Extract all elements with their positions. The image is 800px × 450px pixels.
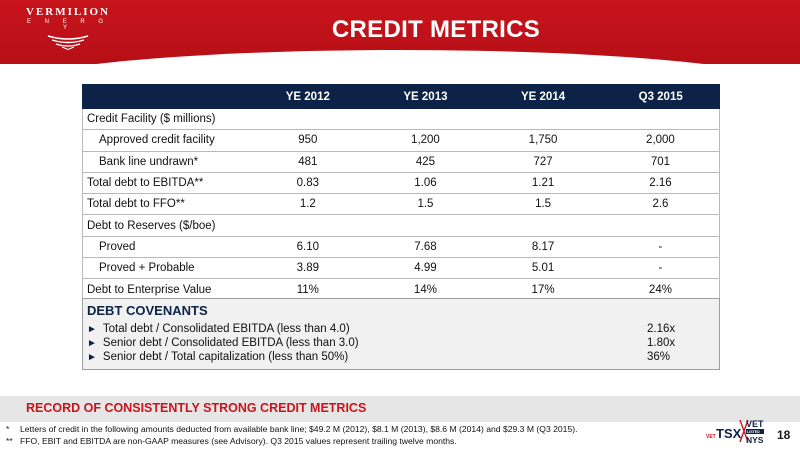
covenant-label: Senior debt / Total capitalization (less… — [102, 351, 349, 363]
column-header: Q3 2015 — [601, 84, 720, 109]
column-header — [82, 84, 250, 109]
row-label: Debt to Enterprise Value — [82, 278, 249, 301]
logo-mark-icon — [47, 35, 89, 51]
cell: 2.16 — [601, 172, 720, 195]
cell — [366, 214, 485, 237]
row-label: Bank line undrawn* — [82, 151, 249, 173]
footnote-text: FFO, EBIT and EBITDA are non-GAAP measur… — [20, 436, 457, 446]
cell — [484, 214, 602, 237]
cell: 701 — [601, 151, 720, 173]
row-label: Approved credit facility — [82, 129, 249, 152]
cell: 1.2 — [249, 193, 367, 216]
cell: 14% — [366, 278, 485, 301]
covenant-item: ► Senior debt / Consolidated EBITDA (less… — [87, 337, 707, 351]
covenant-label: Senior debt / Consolidated EBITDA (less … — [102, 337, 359, 349]
company-logo: VERMILION E N E R G Y — [22, 6, 114, 55]
cell: - — [601, 257, 720, 280]
cell: 1.21 — [484, 172, 602, 195]
cell: - — [601, 236, 720, 259]
cell: 481 — [249, 151, 367, 173]
ticker-exchange-1: TSX — [716, 426, 742, 441]
credit-metrics-table: YE 2012 YE 2013 YE 2014 Q3 2015 Credit F… — [82, 84, 720, 301]
cell: 6.10 — [249, 236, 367, 259]
cell — [601, 108, 720, 131]
cell — [601, 214, 720, 237]
cell: 4.99 — [366, 257, 485, 280]
bullet-arrow-icon: ► — [87, 352, 97, 363]
table-row: Debt to Reserves ($/boe) — [82, 214, 720, 237]
row-label: Proved + Probable — [82, 257, 249, 280]
table-row: Credit Facility ($ millions) — [82, 108, 720, 131]
cell: 950 — [249, 129, 367, 152]
cell: 1,200 — [366, 129, 485, 152]
footnote: ** FFO, EBIT and EBITDA are non-GAAP meas… — [6, 436, 457, 446]
cell — [484, 108, 602, 131]
cell: 17% — [484, 278, 602, 301]
ticker-symbol-small: VET — [706, 434, 716, 440]
summary-band — [0, 396, 800, 422]
covenant-label: Total debt / Consolidated EBITDA (less t… — [102, 323, 350, 335]
table-row: Debt to Enterprise Value 11% 14% 17% 24% — [82, 278, 720, 301]
cell: 24% — [601, 278, 720, 301]
row-label: Total debt to EBITDA** — [82, 172, 249, 195]
bullet-arrow-icon: ► — [87, 324, 97, 335]
table-row: Proved 6.10 7.68 8.17 - — [82, 236, 720, 259]
cell: 1.5 — [366, 193, 485, 216]
exchange-ticker-logo: VET TSX VET LISTED NYSE — [706, 419, 764, 445]
covenant-value: 2.16x — [647, 323, 676, 335]
covenant-value: 1.80x — [647, 337, 676, 349]
footnote-mark: * — [6, 424, 10, 434]
summary-text: RECORD OF CONSISTENTLY STRONG CREDIT MET… — [26, 401, 367, 415]
cell: 11% — [249, 278, 367, 301]
footnote: * Letters of credit in the following amou… — [6, 424, 577, 434]
cell: 2,000 — [601, 129, 720, 152]
covenants-title: DEBT COVENANTS — [87, 303, 208, 318]
cell — [366, 108, 485, 131]
cell: 1.5 — [484, 193, 602, 216]
cell: 8.17 — [484, 236, 602, 259]
cell: 1,750 — [484, 129, 602, 152]
table-row: Proved + Probable 3.89 4.99 5.01 - — [82, 257, 720, 280]
debt-covenants-box: DEBT COVENANTS ► Total debt / Consolidate… — [82, 298, 720, 370]
page-number: 18 — [777, 428, 791, 442]
cell: 5.01 — [484, 257, 602, 280]
bullet-arrow-icon: ► — [87, 338, 97, 349]
ticker-listed: LISTED — [747, 430, 760, 434]
ticker-exchange-2: NYSE — [746, 435, 764, 445]
footnote-text: Letters of credit in the following amoun… — [20, 424, 578, 434]
table-row: Approved credit facility 950 1,200 1,750… — [82, 129, 720, 152]
cell: 7.68 — [366, 236, 485, 259]
cell: 3.89 — [249, 257, 367, 280]
ticker-symbol: VET — [746, 419, 764, 429]
logo-sub: E N E R G Y — [26, 19, 109, 31]
logo-name: VERMILION — [25, 6, 110, 18]
row-label: Debt to Reserves ($/boe) — [82, 214, 249, 237]
row-label: Total debt to FFO** — [82, 193, 249, 216]
cell: 2.6 — [601, 193, 720, 216]
column-header: YE 2014 — [483, 84, 603, 109]
cell: 727 — [484, 151, 602, 173]
slide-title: CREDIT METRICS — [331, 16, 541, 43]
table-row: Total debt to FFO** 1.2 1.5 1.5 2.6 — [82, 193, 720, 216]
cell: 425 — [366, 151, 485, 173]
column-header: YE 2013 — [366, 84, 485, 109]
row-label: Proved — [82, 236, 249, 259]
table-row: Bank line undrawn* 481 425 727 701 — [82, 151, 720, 173]
cell — [249, 108, 367, 131]
table-row: Total debt to EBITDA** 0.83 1.06 1.21 2.… — [82, 172, 720, 195]
covenant-item: ► Senior debt / Total capitalization (les… — [87, 351, 707, 365]
covenant-value: 36% — [647, 351, 671, 363]
table-header-row: YE 2012 YE 2013 YE 2014 Q3 2015 — [82, 84, 720, 109]
cell: 0.83 — [249, 172, 367, 195]
covenant-item: ► Total debt / Consolidated EBITDA (less … — [87, 323, 707, 337]
cell — [249, 214, 367, 237]
row-label: Credit Facility ($ millions) — [82, 108, 249, 131]
footnote-mark: ** — [6, 436, 13, 446]
cell: 1.06 — [366, 172, 485, 195]
column-header: YE 2012 — [248, 84, 368, 109]
